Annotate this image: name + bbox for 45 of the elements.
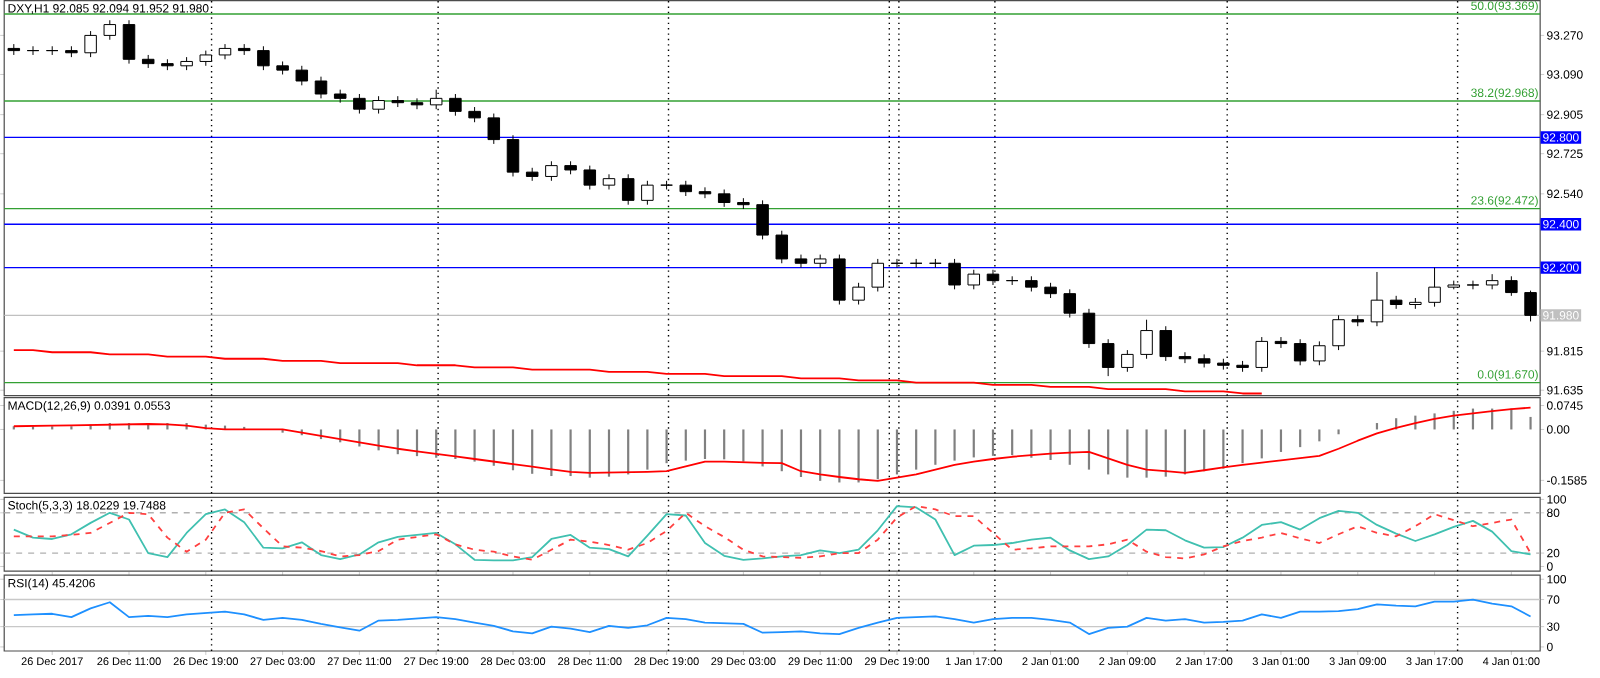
candlestick [1466, 279, 1480, 290]
candlestick [84, 30, 97, 58]
candlestick [487, 112, 501, 144]
candlestick [1274, 336, 1288, 348]
candlestick [621, 173, 635, 205]
candlestick [26, 45, 40, 56]
candlestick [1121, 349, 1134, 372]
candlestick [756, 199, 769, 240]
candlestick [1332, 314, 1345, 351]
candlestick [103, 19, 117, 40]
candlestick [1140, 318, 1153, 359]
candlestick [1178, 351, 1192, 364]
candlestick [698, 186, 712, 199]
candlestick [410, 97, 424, 110]
candlestick [967, 268, 981, 290]
candlestick [353, 93, 366, 114]
candlestick [545, 160, 558, 181]
candlestick [775, 229, 789, 264]
candlestick [449, 93, 462, 116]
candlestick [794, 253, 808, 268]
candlestick [1313, 340, 1326, 366]
candlestick [833, 253, 846, 305]
candlestick [295, 64, 309, 86]
candlestick [1082, 307, 1096, 348]
candlestick [1505, 275, 1518, 296]
candlestick [1159, 325, 1173, 361]
candlestick [852, 281, 865, 305]
candlestick [641, 179, 654, 205]
candlestick [506, 134, 520, 177]
candlestick [948, 258, 961, 290]
candlestick [1428, 266, 1441, 307]
candlestick [257, 45, 270, 71]
candlestick [1063, 288, 1077, 318]
candlestick [871, 258, 885, 292]
candlestick [122, 19, 136, 64]
candlestick [1293, 338, 1307, 366]
line-series [12, 504, 1532, 561]
candlestick [314, 75, 328, 99]
candlestick [602, 173, 616, 190]
candlestick [218, 43, 232, 60]
candlestick [583, 164, 597, 190]
candlestick [1101, 338, 1115, 377]
candlestick [1370, 271, 1384, 327]
candlestick [1255, 336, 1269, 372]
candlestick [1524, 289, 1537, 322]
